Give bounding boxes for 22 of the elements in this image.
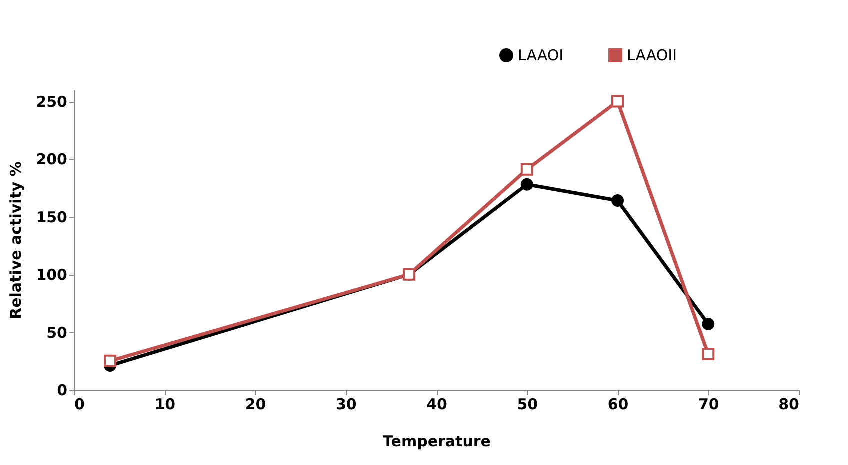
x-tick-label: 80 [778, 396, 800, 414]
point [702, 318, 715, 330]
y-tick-label: 200 [36, 150, 68, 169]
x-tick-label: 40 [426, 396, 448, 414]
x-tick-label: 60 [608, 396, 629, 414]
x-tick-label: 0 [74, 396, 85, 414]
y-tick-label: 150 [36, 208, 68, 226]
point [520, 178, 534, 191]
y-axis-title: Relative activity % [7, 162, 26, 320]
y-tick-label: 0 [57, 382, 68, 400]
x-tick-label: 20 [245, 396, 266, 414]
x-tick-label: 30 [336, 396, 357, 414]
x-tick-label: 10 [154, 396, 176, 414]
x-tick-label: 70 [698, 396, 720, 414]
y-tick-label: 100 [36, 266, 68, 284]
x-axis-title: Temperature [383, 432, 491, 450]
legend-label: LAAOI [518, 46, 564, 65]
y-tick-label: 50 [46, 324, 68, 342]
legend-label: LAAOII [627, 46, 678, 65]
y-tick-label: 250 [36, 93, 68, 112]
point [612, 194, 624, 208]
x-tick-label: 50 [517, 396, 538, 414]
